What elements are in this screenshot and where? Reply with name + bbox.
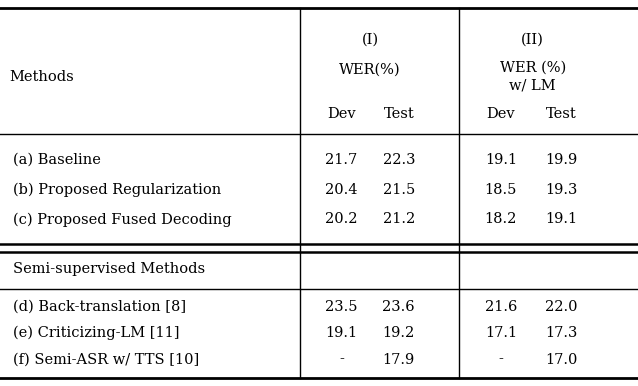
Text: 23.5: 23.5	[325, 300, 357, 314]
Text: Test: Test	[546, 107, 577, 121]
Text: 23.6: 23.6	[382, 300, 415, 314]
Text: (c) Proposed Fused Decoding: (c) Proposed Fused Decoding	[13, 212, 232, 227]
Text: 18.2: 18.2	[485, 212, 517, 227]
Text: 18.5: 18.5	[485, 183, 517, 197]
Text: 19.3: 19.3	[545, 183, 577, 197]
Text: Methods: Methods	[10, 70, 74, 84]
Text: 20.4: 20.4	[325, 183, 357, 197]
Text: 22.3: 22.3	[383, 153, 415, 167]
Text: 20.2: 20.2	[325, 212, 357, 227]
Text: (d) Back-translation [8]: (d) Back-translation [8]	[13, 300, 186, 314]
Text: 17.0: 17.0	[545, 352, 577, 367]
Text: 21.2: 21.2	[383, 212, 415, 227]
Text: Test: Test	[383, 107, 414, 121]
Text: Dev: Dev	[327, 107, 355, 121]
Text: (b) Proposed Regularization: (b) Proposed Regularization	[13, 183, 221, 197]
Text: Semi-supervised Methods: Semi-supervised Methods	[13, 262, 205, 276]
Text: 19.1: 19.1	[485, 153, 517, 167]
Text: Dev: Dev	[487, 107, 515, 121]
Text: 19.1: 19.1	[545, 212, 577, 227]
Text: 17.9: 17.9	[383, 352, 415, 367]
Text: 21.5: 21.5	[383, 183, 415, 197]
Text: 19.2: 19.2	[383, 326, 415, 340]
Text: 17.3: 17.3	[545, 326, 577, 340]
Text: 21.6: 21.6	[485, 300, 517, 314]
Text: 17.1: 17.1	[485, 326, 517, 340]
Text: 19.1: 19.1	[325, 326, 357, 340]
Text: -: -	[498, 352, 503, 367]
Text: 21.7: 21.7	[325, 153, 357, 167]
Text: (f) Semi-ASR w/ TTS [10]: (f) Semi-ASR w/ TTS [10]	[13, 352, 199, 367]
Text: (II): (II)	[521, 32, 544, 47]
Text: -: -	[339, 352, 344, 367]
Text: (e) Criticizing-LM [11]: (e) Criticizing-LM [11]	[13, 326, 179, 340]
Text: 19.9: 19.9	[545, 153, 577, 167]
Text: (I): (I)	[362, 32, 378, 47]
Text: (a) Baseline: (a) Baseline	[13, 153, 101, 167]
Text: 22.0: 22.0	[545, 300, 577, 314]
Text: WER(%): WER(%)	[339, 62, 401, 76]
Text: WER (%)
w/ LM: WER (%) w/ LM	[500, 61, 566, 93]
